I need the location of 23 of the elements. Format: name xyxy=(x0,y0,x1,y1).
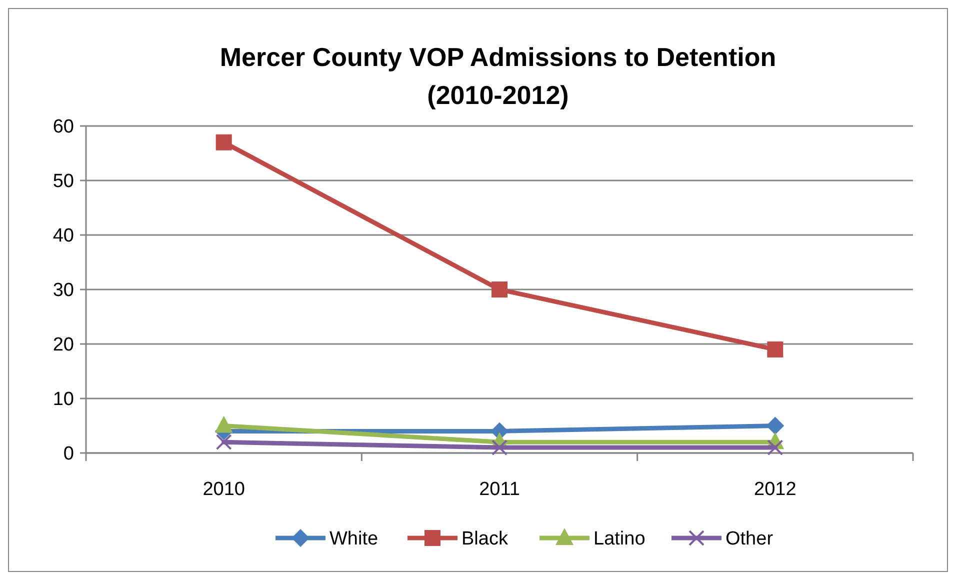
y-tick-label: 10 xyxy=(52,389,74,410)
y-tick-label: 60 xyxy=(52,116,74,138)
legend-label: Latino xyxy=(594,528,646,550)
y-tick-label: 20 xyxy=(52,334,74,356)
x-tick-label: 2012 xyxy=(754,479,796,500)
chart-title: Mercer County VOP Admissions to Detention (2010-2012) xyxy=(220,42,776,110)
legend-label: Other xyxy=(726,528,774,550)
point xyxy=(767,341,784,358)
point xyxy=(767,440,784,456)
point xyxy=(216,134,232,150)
y-tick-label: 50 xyxy=(52,171,74,192)
point xyxy=(214,416,233,433)
point xyxy=(492,440,508,456)
y-tick-label: 0 xyxy=(63,444,74,465)
point xyxy=(492,282,508,298)
x-tick-label: 2010 xyxy=(202,479,245,500)
legend-label: Black xyxy=(462,528,508,550)
y-tick-label: 40 xyxy=(52,226,74,247)
point xyxy=(216,434,232,450)
legend-label: White xyxy=(330,528,378,550)
x-tick-label: 2011 xyxy=(479,479,520,500)
y-tick-label: 30 xyxy=(52,280,74,302)
point xyxy=(766,416,784,435)
